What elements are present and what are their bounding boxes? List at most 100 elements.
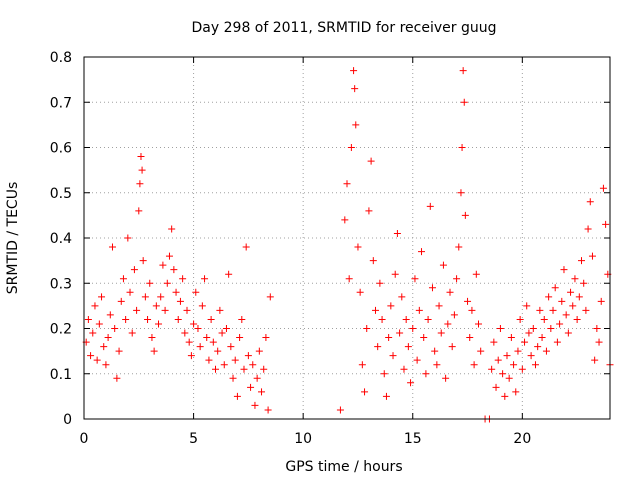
data-point	[157, 293, 165, 301]
data-point	[398, 293, 406, 301]
data-point	[130, 266, 138, 274]
data-point	[98, 293, 106, 301]
data-point	[139, 257, 147, 265]
data-point	[233, 392, 241, 400]
data-point	[542, 347, 550, 355]
data-point	[87, 352, 95, 360]
data-point	[214, 347, 222, 355]
data-point	[564, 329, 572, 337]
data-point	[558, 297, 566, 305]
chart-title: Day 298 of 2011, SRMTID for receiver guu…	[192, 20, 497, 36]
data-point	[437, 329, 445, 337]
data-point	[351, 85, 359, 93]
data-point	[407, 379, 415, 387]
y-tick-label: 0.5	[50, 186, 72, 202]
data-point	[361, 388, 369, 396]
data-point	[194, 325, 202, 332]
data-point	[216, 306, 224, 314]
data-point	[371, 306, 379, 314]
data-point	[93, 356, 101, 364]
data-point	[242, 243, 250, 251]
data-point	[455, 243, 463, 251]
data-point	[150, 347, 158, 355]
plot-frame	[83, 56, 611, 420]
data-point	[100, 343, 108, 351]
data-point	[336, 406, 344, 414]
data-point	[428, 284, 436, 292]
x-tick-label: 0	[80, 431, 89, 447]
data-point	[584, 225, 592, 233]
data-point	[159, 261, 167, 269]
data-point	[518, 365, 526, 373]
x-axis-label: GPS time / hours	[285, 459, 402, 475]
x-tick-label: 20	[513, 431, 531, 447]
data-point	[446, 288, 454, 296]
data-points	[82, 67, 614, 423]
data-point	[492, 383, 500, 391]
data-point	[260, 365, 268, 373]
data-point	[227, 343, 235, 351]
data-point	[534, 343, 542, 351]
data-point	[168, 225, 176, 233]
data-point	[367, 157, 375, 165]
data-point	[172, 288, 180, 296]
data-point	[560, 266, 568, 274]
data-point	[122, 315, 130, 323]
data-point	[209, 338, 217, 346]
data-point	[231, 356, 239, 364]
data-point	[525, 329, 533, 337]
data-point	[571, 275, 579, 283]
data-point	[567, 288, 575, 296]
data-point	[218, 329, 226, 337]
data-point	[205, 356, 213, 364]
data-point	[225, 270, 233, 278]
data-point	[102, 361, 110, 369]
data-point	[461, 211, 469, 219]
data-point	[578, 257, 586, 265]
data-point	[547, 325, 555, 332]
data-point	[95, 320, 103, 328]
data-point	[106, 311, 114, 319]
data-point	[174, 315, 182, 323]
data-point	[602, 220, 610, 228]
data-point	[457, 189, 465, 197]
data-point	[505, 374, 513, 382]
y-tick-label: 0.6	[50, 141, 72, 157]
data-point	[475, 320, 482, 328]
data-point	[152, 302, 160, 310]
data-point	[264, 406, 272, 414]
data-point	[165, 252, 173, 260]
data-point	[249, 361, 257, 369]
data-point	[385, 334, 393, 342]
data-point	[84, 315, 92, 323]
data-point	[247, 383, 255, 391]
data-point	[418, 248, 426, 256]
data-point	[404, 343, 412, 351]
data-point	[117, 297, 125, 305]
data-point	[586, 198, 594, 206]
data-point	[128, 329, 136, 337]
data-point	[196, 343, 204, 351]
grid-lines	[84, 57, 610, 419]
x-tick-label: 10	[294, 431, 312, 447]
data-point	[345, 275, 353, 283]
data-point	[89, 329, 97, 337]
data-point	[453, 275, 461, 283]
data-point	[369, 257, 377, 265]
y-tick-label: 0.3	[50, 276, 72, 292]
data-point	[393, 229, 401, 237]
data-point	[135, 207, 143, 215]
data-point	[510, 361, 518, 369]
data-point	[380, 370, 388, 378]
data-point	[137, 153, 145, 161]
data-point	[442, 374, 450, 382]
data-point	[545, 293, 553, 301]
data-point	[588, 252, 596, 260]
data-point	[389, 352, 397, 360]
y-tick-label: 0	[63, 412, 72, 428]
data-point	[262, 334, 270, 342]
data-point	[179, 275, 187, 283]
data-point	[499, 370, 507, 378]
data-point	[450, 311, 458, 319]
